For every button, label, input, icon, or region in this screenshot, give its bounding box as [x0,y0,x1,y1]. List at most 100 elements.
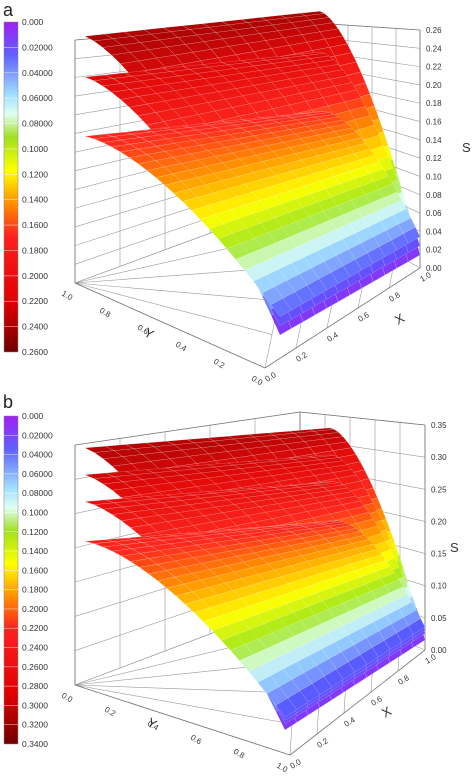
colorbar-tick-label: 0.2200 [22,623,48,633]
colorbar-tick-label: 0.3200 [22,720,48,730]
colorbar-tick-label: 0.02000 [22,42,53,52]
colorbar-tick-label: 0.000 [22,17,44,27]
colorbar-tick-label: 0.08000 [22,488,53,498]
z-tick-label: 0.00 [431,646,447,655]
y-tick-label: 1.0 [60,289,75,303]
colorbar-tick-label: 0.02000 [22,430,53,440]
gridline [74,684,293,725]
x-tick-label: 0.8 [397,673,412,687]
axis-line [299,411,426,426]
y-tick-label: 0.0 [60,691,75,705]
y-tick-label: 0.2 [103,705,118,719]
z-tick-label: 0.04 [426,227,442,236]
z-tick-label: 0.06 [426,209,442,218]
axis-line [74,282,266,369]
gridline [74,684,295,694]
surfaces [84,427,426,731]
gridline [74,282,273,335]
y-tick-label: 0.8 [232,747,247,761]
y-tick-label: 0.4 [174,340,189,354]
colorbar-tick-label: 0.1600 [22,565,48,575]
x-tick-label: 0.4 [326,330,341,344]
axis-line [74,411,301,446]
z-tick-label: 0.25 [431,485,447,494]
x-axis-title: X [379,703,394,720]
x-tick-label: 0.2 [316,736,331,750]
colorbar-tick-label: 0.2000 [22,604,48,614]
panel-b: b 0.000 0.02000 0.04000 0.06000 0.08000 0.1000… [3,392,459,775]
panel-label: a [3,0,14,20]
z-tick-label: 0.35 [431,421,447,430]
z-tick-label: 0.26 [426,26,442,35]
colorbar-tick-label: 0.3400 [22,739,48,749]
z-tick-label: 0.10 [426,172,442,181]
colorbar-tick-label: 0.1000 [22,144,48,154]
z-tick-label: 0.15 [431,550,447,559]
colorbar-scale [3,415,19,745]
surface-patch [403,226,421,244]
z-tick-label: 0.22 [426,63,442,72]
z-tick-label: 0.16 [426,118,442,127]
y-tick-label: 0.6 [189,733,204,747]
x-tick-label: 0.0 [264,370,279,384]
colorbar-tick-label: 0.08000 [22,119,53,129]
colorbar-tick-label: 0.2800 [22,681,48,691]
colorbar-tick-label: 0.1400 [22,195,48,205]
z-tick-label: 0.24 [426,44,442,53]
colorbar: 0.000 0.02000 0.04000 0.06000 0.08000 0.1000 0… [3,411,53,749]
colorbar-tick-label: 0.1600 [22,220,48,230]
colorbar-tick-label: 0.1000 [22,507,48,517]
colorbar-tick-label: 0.2000 [22,271,48,281]
surface-layer [84,520,426,718]
axis-line [264,267,421,369]
z-tick-label: 0.02 [426,246,442,255]
colorbar-tick-label: 0.04000 [22,450,53,460]
surfaces [84,11,421,336]
axis-line [74,684,291,756]
x-tick-label: 0.8 [388,290,403,304]
x-tick-label: 0.4 [343,715,358,729]
z-tick-label: 0.14 [426,136,442,145]
gridline [74,282,280,302]
colorbar-tick-label: 0.1800 [22,245,48,255]
colorbar-tick-label: 0.000 [22,411,44,421]
colorbar: 0.000 0.02000 0.04000 0.06000 0.08000 0.1000 0… [3,17,53,357]
y-tick-label: 0.2 [212,357,227,371]
colorbar-tick-label: 0.1800 [22,585,48,595]
colorbar-tick-label: 0.2400 [22,643,48,653]
colorbar-tick-label: 0.2600 [22,662,48,672]
x-tick-label: 0.0 [289,757,304,771]
surface-layer [84,111,421,317]
z-tick-label: 0.05 [431,614,447,623]
surface-patch [408,618,426,635]
z-tick-label: 0.18 [426,99,442,108]
z-tick-label: 0.10 [431,582,447,591]
panel-a: a 0.000 0.02000 0.04000 0.06000 0.08000 0.1000… [3,0,471,388]
colorbar-scale [3,21,19,353]
colorbar-tick-label: 0.04000 [22,68,53,78]
y-tick-label: 0.8 [98,306,113,320]
colorbar-tick-label: 0.06000 [22,93,53,103]
axis-line [289,649,426,756]
z-tick-label: 0.12 [426,154,442,163]
colorbar-tick-label: 0.2600 [22,347,48,357]
z-axis-title: S [450,540,459,555]
z-tick-label: 0.30 [431,453,447,462]
z-tick-label: 0.20 [431,517,447,526]
tick-labels: 0.00 0.02 0.04 0.06 0.08 0.10 0.12 0.14 0.16 0.18… [60,26,471,388]
colorbar-tick-label: 0.3000 [22,700,48,710]
colorbar-tick-label: 0.2200 [22,296,48,306]
panel-label: b [3,392,13,412]
colorbar-tick-label: 0.1400 [22,546,48,556]
z-axis-title: S [462,140,471,155]
colorbar-tick-label: 0.2400 [22,322,48,332]
x-axis-title: X [392,310,407,327]
x-tick-label: 0.6 [357,310,372,324]
colorbar-tick-label: 0.1200 [22,527,48,537]
colorbar-tick-label: 0.1200 [22,169,48,179]
z-tick-label: 0.00 [426,264,442,273]
z-tick-label: 0.08 [426,191,442,200]
z-tick-label: 0.20 [426,81,442,90]
colorbar-tick-label: 0.06000 [22,469,53,479]
